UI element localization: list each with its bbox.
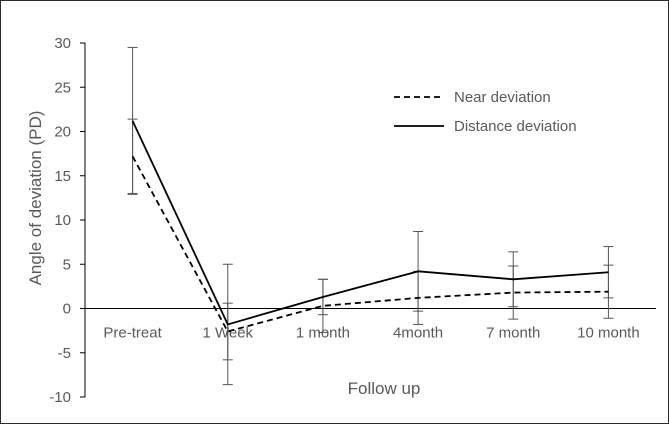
y-tick-label: 0 bbox=[63, 301, 71, 318]
axes bbox=[84, 43, 656, 397]
series-line-near-deviation bbox=[131, 155, 609, 333]
x-tick-label: 7 month bbox=[486, 325, 540, 342]
legend: Near deviation Distance deviation bbox=[394, 89, 577, 135]
y-tick-label: -10 bbox=[49, 389, 71, 406]
x-axis-title: Follow up bbox=[348, 379, 421, 398]
x-tick-label: 4month bbox=[393, 325, 443, 342]
x-tick-label: 1 month bbox=[296, 325, 350, 342]
x-tick-label: 10 month bbox=[577, 325, 640, 342]
y-tick-label: -5 bbox=[58, 345, 71, 362]
y-axis-ticks: -10 -5 0 5 10 15 20 25 30 bbox=[49, 35, 85, 406]
y-tick-label: 30 bbox=[54, 35, 71, 52]
x-axis-ticks: Pre-treat 1 Week 1 month 4month 7 month 10 mo… bbox=[103, 325, 639, 342]
series-line-distance-deviation bbox=[131, 120, 609, 326]
y-tick-label: 25 bbox=[54, 79, 71, 96]
y-tick-label: 20 bbox=[54, 124, 71, 141]
legend-label-near: Near deviation bbox=[454, 89, 551, 106]
x-tick-label: Pre-treat bbox=[103, 325, 162, 342]
y-axis-title: Angle of deviation (PD) bbox=[26, 111, 45, 286]
y-tick-label: 15 bbox=[54, 168, 71, 185]
legend-label-distance: Distance deviation bbox=[454, 118, 577, 135]
y-tick-label: 10 bbox=[54, 212, 71, 229]
y-tick-label: 5 bbox=[63, 256, 71, 273]
series-lines bbox=[131, 120, 609, 333]
